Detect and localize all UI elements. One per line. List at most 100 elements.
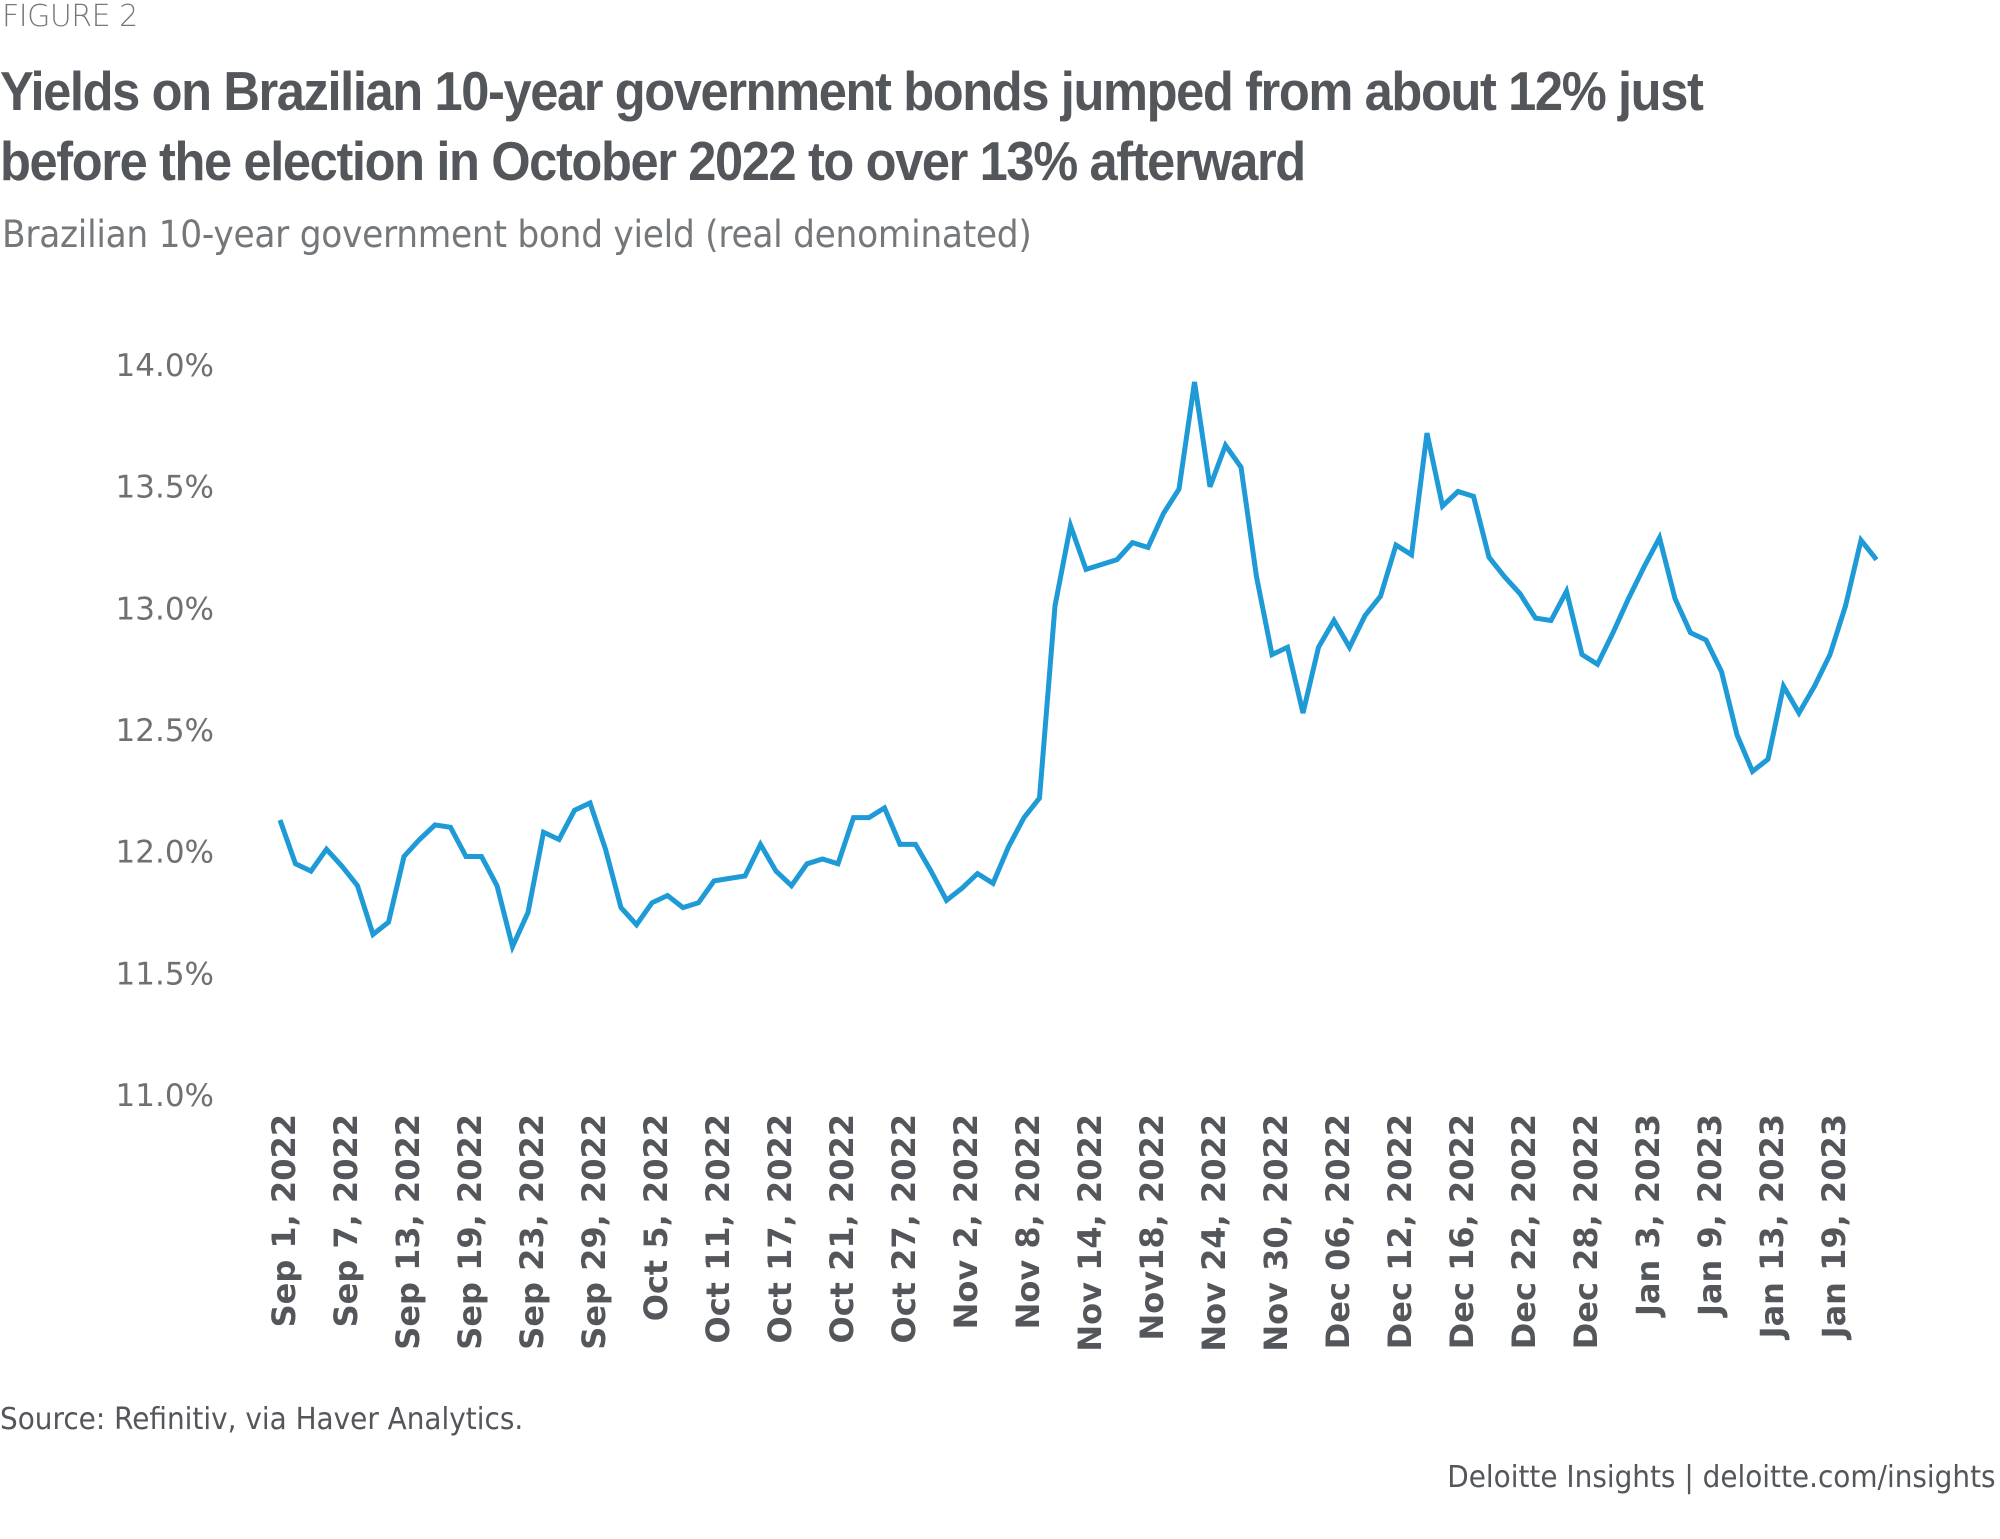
data-point — [1487, 555, 1491, 559]
data-point — [402, 855, 406, 859]
x-tick-label: Dec 28, 2022 — [1567, 1114, 1605, 1349]
data-point — [1053, 604, 1057, 608]
data-point — [759, 842, 763, 846]
x-tick-label: Oct 17, 2022 — [761, 1114, 799, 1344]
data-point — [1425, 431, 1429, 435]
data-point — [1131, 541, 1135, 545]
data-point — [1673, 597, 1677, 601]
data-point — [1782, 684, 1786, 688]
x-tick-label: Sep 7, 2022 — [327, 1114, 365, 1327]
data-point — [1472, 494, 1476, 498]
data-point — [1503, 575, 1507, 579]
x-tick-label: Nov 2, 2022 — [947, 1114, 985, 1329]
data-point — [1735, 733, 1739, 737]
x-tick-label: Sep 29, 2022 — [575, 1114, 613, 1350]
data-point — [1332, 619, 1336, 623]
data-point — [1549, 619, 1553, 623]
data-point — [914, 842, 918, 846]
data-point — [294, 862, 298, 866]
data-point — [712, 879, 716, 883]
x-tick-label: Jan 19, 2023 — [1815, 1114, 1853, 1340]
data-point — [821, 857, 825, 861]
data-point — [790, 884, 794, 888]
data-point — [852, 816, 856, 820]
data-point — [1317, 645, 1321, 649]
data-point — [1394, 543, 1398, 547]
data-point — [1239, 465, 1243, 469]
data-point — [433, 823, 437, 827]
y-tick-label: 11.0% — [116, 1078, 214, 1114]
data-point — [1069, 524, 1073, 528]
publisher-credit: Deloitte Insights | deloitte.com/insight… — [1447, 1460, 1996, 1495]
data-point — [418, 838, 422, 842]
data-point — [1751, 769, 1755, 773]
data-point — [728, 876, 732, 880]
x-tick-label: Jan 3, 2023 — [1629, 1114, 1667, 1318]
x-tick-label: Oct 27, 2022 — [885, 1114, 923, 1344]
data-point — [449, 825, 453, 829]
data-point — [945, 898, 949, 902]
data-point — [836, 862, 840, 866]
x-tick-label: Oct 5, 2022 — [637, 1114, 675, 1321]
data-point — [604, 847, 608, 851]
data-point — [1115, 558, 1119, 562]
data-point — [666, 893, 670, 897]
data-point — [356, 884, 360, 888]
data-point — [1022, 816, 1026, 820]
data-point — [1565, 589, 1569, 593]
x-tick-label: Sep 13, 2022 — [389, 1114, 427, 1350]
data-point — [697, 901, 701, 905]
y-tick-label: 14.0% — [116, 348, 214, 384]
x-tick-label: Nov 30, 2022 — [1257, 1114, 1295, 1352]
data-point — [1224, 443, 1228, 447]
data-point — [511, 945, 515, 949]
data-point — [526, 911, 530, 915]
data-point — [1441, 504, 1445, 508]
figure-label: FIGURE 2 — [2, 0, 138, 34]
data-point — [1627, 597, 1631, 601]
data-point — [340, 864, 344, 868]
chart-subtitle: Brazilian 10-year government bond yield … — [2, 213, 1032, 256]
y-axis: 14.0% 13.5% 13.0% 12.5% 12.0% 11.5% 11.0% — [116, 348, 214, 1114]
data-point — [464, 855, 468, 859]
data-point — [883, 806, 887, 810]
x-tick-label: Oct 21, 2022 — [823, 1114, 861, 1344]
data-point — [1658, 536, 1662, 540]
data-point — [743, 874, 747, 878]
y-tick-label: 11.5% — [116, 956, 214, 992]
x-tick-label: Sep 19, 2022 — [451, 1114, 489, 1350]
data-point — [1596, 662, 1600, 666]
data-point — [1379, 594, 1383, 598]
data-point — [976, 872, 980, 876]
data-point — [495, 884, 499, 888]
data-point — [1518, 592, 1522, 596]
x-tick-label: Oct 11, 2022 — [699, 1114, 737, 1344]
y-tick-label: 13.5% — [116, 470, 214, 506]
data-point — [1844, 604, 1848, 608]
x-tick-label: Nov 24, 2022 — [1195, 1114, 1233, 1352]
data-point — [309, 869, 313, 873]
data-point — [1704, 638, 1708, 642]
data-point — [619, 906, 623, 910]
x-tick-label: Dec 06, 2022 — [1319, 1114, 1357, 1349]
data-point — [588, 801, 592, 805]
data-point — [480, 855, 484, 859]
y-tick-label: 13.0% — [116, 591, 214, 627]
data-point — [867, 816, 871, 820]
data-point — [1100, 563, 1104, 567]
data-point — [1797, 711, 1801, 715]
data-point — [1177, 487, 1181, 491]
data-point — [681, 906, 685, 910]
x-tick-label: Jan 9, 2023 — [1691, 1114, 1729, 1318]
data-point — [1286, 645, 1290, 649]
data-point — [1875, 558, 1879, 562]
data-point — [1828, 653, 1832, 657]
data-point — [1611, 631, 1615, 635]
data-point — [325, 847, 329, 851]
data-point — [557, 838, 561, 842]
data-point — [1766, 757, 1770, 761]
data-point — [1859, 538, 1863, 542]
data-point — [1193, 380, 1197, 384]
data-point — [387, 920, 391, 924]
data-point — [1007, 845, 1011, 849]
